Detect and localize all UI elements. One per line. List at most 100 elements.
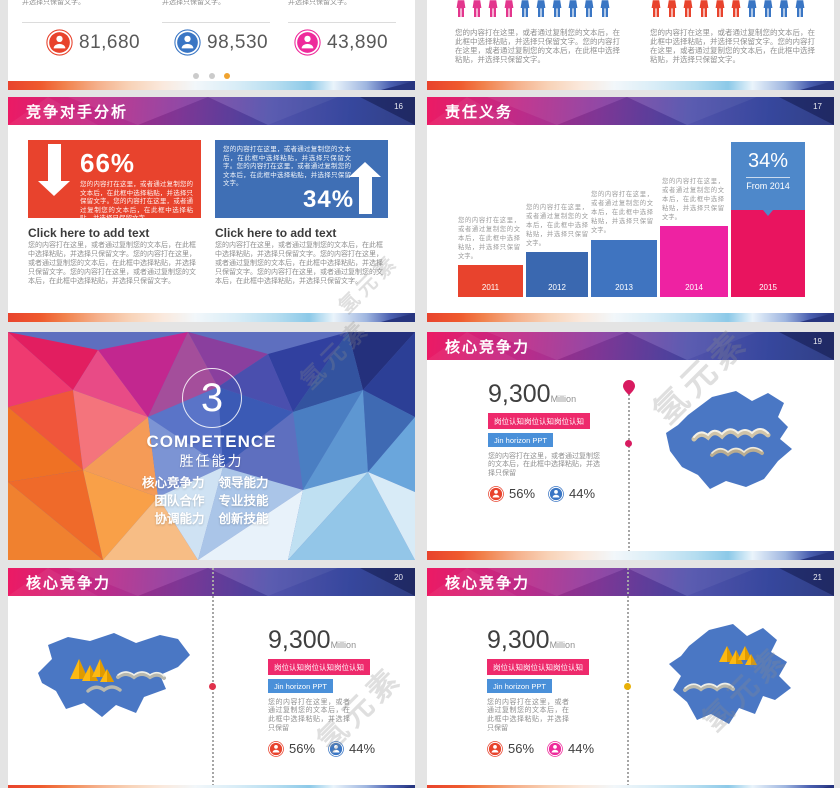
slide-thumbnail-17[interactable]: 责任义务 17 您的内容打在这里，或者通过复制您的文本后，在此框中选择粘贴，并选… <box>427 97 834 322</box>
stat-block: 9,300Million 岗位认知岗位认知岗位认知 Jin horizon PP… <box>488 380 608 502</box>
body-text: 您的内容打在这里，或者通过复制您的文本后，在此框中选择粘贴，并选择只保留 <box>268 698 350 732</box>
bar-note: 您的内容打在这里，或者通过复制您的文本后，在此框中选择粘贴，并选择只保留文字。 <box>458 217 520 260</box>
male-percent: 56% <box>509 486 536 502</box>
pictograph-caption: 您的内容打在这里，或者通过复制您的文本后，在此框中选择粘贴，并选择只保留文字。您… <box>455 28 620 64</box>
gender-split: 56% 44% <box>488 486 608 502</box>
chapter-items-row: 团队合作 专业技能 <box>8 490 415 509</box>
slide-number: 19 <box>813 337 822 346</box>
blue-tag: Jin horizon PPT <box>268 679 333 693</box>
divider <box>288 22 396 23</box>
panel-text: 您的内容打在这里，或者通过复制您的文本后，在此框中选择粘贴，并选择只保留文字。您… <box>80 181 193 223</box>
mountain-icon <box>719 646 757 665</box>
pictograph-group-2 <box>650 0 806 18</box>
person-icon <box>520 0 530 17</box>
slide-thumbnail-21[interactable]: 核心竞争力 21 9,300Million 岗位认知岗位认知岗位认知 Jin h… <box>427 568 834 788</box>
callout-value: 34% <box>747 150 789 172</box>
header-facets <box>427 332 834 360</box>
blue-tag: Jin horizon PPT <box>487 679 552 693</box>
slide-footer-band <box>427 313 834 322</box>
person-icon <box>747 0 757 17</box>
female-percent: 44% <box>569 486 596 502</box>
chapter-number: 3 <box>200 376 224 420</box>
bar-label: 2013 <box>615 283 633 292</box>
stat-item: 81,680 <box>46 29 140 56</box>
bar-label: 2012 <box>548 283 566 292</box>
person-icon <box>731 0 741 17</box>
callout-notch <box>763 210 773 216</box>
stat-value: 43,890 <box>327 31 389 53</box>
stat-item: 98,530 <box>174 29 268 56</box>
bar-2014: 2014 <box>660 226 728 297</box>
person-icon <box>600 0 610 17</box>
blue-tag: Jin horizon PPT <box>488 433 553 447</box>
person-icon <box>779 0 789 17</box>
chapter-items-row: 协调能力 创新技能 <box>8 508 415 527</box>
timeline-dot <box>209 683 216 690</box>
slide-thumbnail-pictograph[interactable]: 您的内容打在这里，或者通过复制您的文本后，在此框中选择粘贴，并选择只保留文字。您… <box>427 0 834 90</box>
person-icon <box>699 0 709 17</box>
body-text: 您的内容打在这里，或者通过复制您的文本后，在此框中选择粘贴，并选择只保留 <box>487 698 569 732</box>
arrow-down-icon <box>38 144 70 196</box>
slide-header: 竞争对手分析 16 <box>8 97 415 125</box>
gender-split: 56% 44% <box>268 740 388 757</box>
gender-split: 56% 44% <box>487 740 607 757</box>
bar-note: 您的内容打在这里，或者通过复制您的文本后，在此框中选择粘贴，并选择只保留文字。 <box>662 178 724 221</box>
person-icon <box>715 0 725 17</box>
stat-block: 9,300Million 岗位认知岗位认知岗位认知 Jin horizon PP… <box>487 626 607 757</box>
person-icon <box>456 0 466 17</box>
slide-number: 21 <box>813 573 822 582</box>
header-facets <box>427 97 834 125</box>
pink-tag: 岗位认知岗位认知岗位认知 <box>488 413 590 429</box>
pagination-dot <box>208 73 215 79</box>
stat-value: 98,530 <box>207 31 269 53</box>
slide-thumbnail-20[interactable]: 核心竞争力 20 9,300Million 岗位认知岗位认知岗位认知 Jin h… <box>8 568 415 788</box>
bar-label: 2011 <box>481 283 500 292</box>
mountain-icon <box>70 659 114 682</box>
stat-value: 9,300 <box>488 380 551 408</box>
male-person-icon <box>487 740 503 757</box>
female-person-icon <box>328 740 344 757</box>
slide-header: 核心竞争力 20 <box>8 568 415 596</box>
person-icon <box>552 0 562 17</box>
map-pin-icon <box>623 380 635 395</box>
province-map-henan <box>669 624 791 724</box>
timeline-line <box>212 568 214 788</box>
bar-note: 您的内容打在这里，或者通过复制您的文本后，在此框中选择粘贴，并选择只保留文字。 <box>591 191 653 234</box>
male-person-icon <box>268 740 284 757</box>
stat-item: 43,890 <box>294 29 388 56</box>
person-icon <box>763 0 773 17</box>
slide-header: 核心竞争力 19 <box>427 332 834 360</box>
slide-footer-band <box>8 313 415 322</box>
bar-label: 2014 <box>685 283 703 292</box>
arrow-up-icon <box>349 162 381 214</box>
bar-label: 2015 <box>759 283 777 292</box>
up-percent: 34% <box>303 186 355 213</box>
panel-text: 您的内容打在这里，或者通过复制您的文本后，在此框中选择粘贴，并选择只保留文字。您… <box>223 146 351 188</box>
slide-thumbnail-19[interactable]: 核心竞争力 19 9,300Million 岗位认知岗位认知岗位认知 Jin h… <box>427 332 834 560</box>
chapter-title-cn: 胜任能力 <box>179 453 244 469</box>
slide-footer-band <box>427 551 834 560</box>
bar-2015: 2015 <box>731 210 805 297</box>
section-heading: Click here to add text <box>28 226 150 240</box>
section-heading: Click here to add text <box>215 226 337 240</box>
mountain-ridge-icon <box>691 428 771 442</box>
female-person-icon <box>547 740 563 757</box>
callout-box: 34% From 2014 <box>731 142 805 210</box>
slide-thumbnail-16[interactable]: 竞争对手分析 16 66% 您的内容打在这里，或者通过复制您的文本后，在此框中选… <box>8 97 415 322</box>
pink-tag: 岗位认知岗位认知岗位认知 <box>268 659 370 675</box>
chapter-item: 创新技能 <box>218 512 269 526</box>
pictograph-caption: 您的内容打在这里，或者通过复制您的文本后，在此框中选择粘贴，并选择只保留文字。您… <box>650 28 815 64</box>
pagination-dots <box>8 66 415 84</box>
person-icon <box>536 0 546 17</box>
stat-block: 9,300Million 岗位认知岗位认知岗位认知 Jin horizon PP… <box>268 626 388 757</box>
stat-value: 9,300 <box>487 626 550 654</box>
slide-thumbnail-divider[interactable]: 3 COMPETENCE 胜任能力 核心竞争力 领导能力 团队合作 专业技能 协… <box>8 332 415 560</box>
female-person-icon <box>548 486 564 502</box>
bar-2013: 2013 <box>591 240 657 297</box>
slide-thumbnail-stats[interactable]: 您的内容打在这里，或者通过复制您的文本后，在此框中选择粘贴，并选择只保留文字。 … <box>8 0 415 90</box>
slide-title: 核心竞争力 <box>26 575 112 592</box>
down-percent: 66% <box>80 148 136 178</box>
male-person-icon <box>488 486 504 502</box>
pagination-dot-active <box>223 73 230 79</box>
divider <box>22 22 130 23</box>
